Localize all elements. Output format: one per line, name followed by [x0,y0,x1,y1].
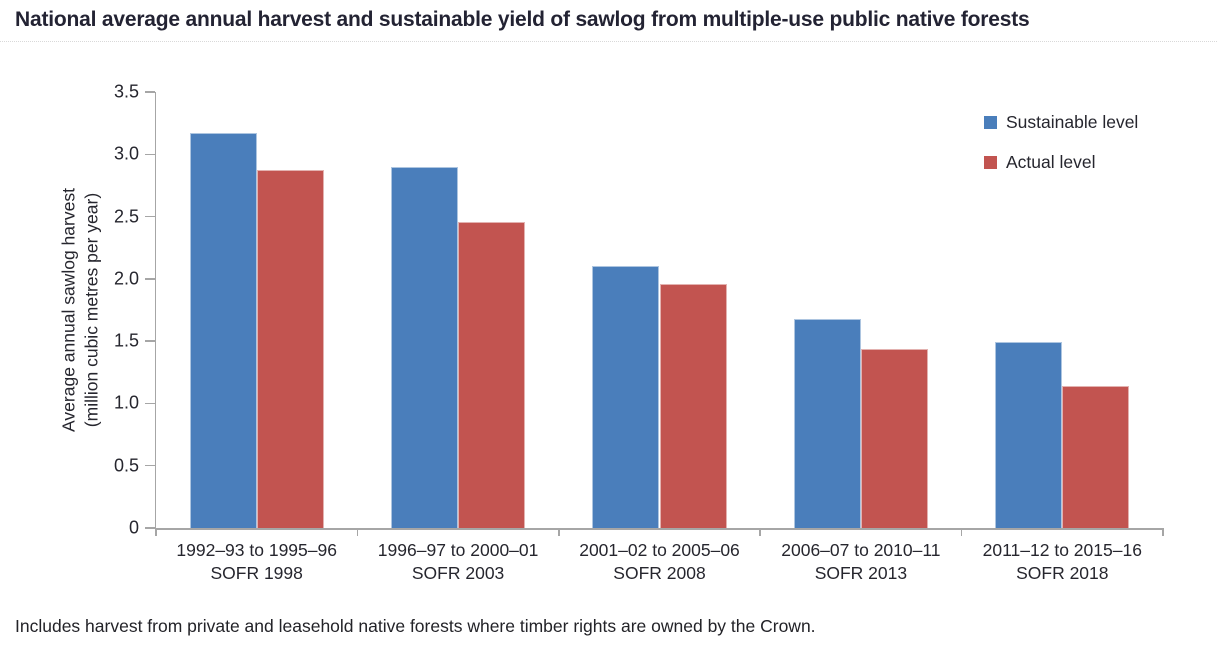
y-axis-tick [145,215,155,218]
y-axis-tick [145,278,155,280]
bar-sustainable-0 [189,133,257,528]
y-axis-title-line2: (million cubic metres per year) [81,192,101,428]
y-axis-tick [145,153,155,156]
legend: Sustainable level Actual level [984,112,1138,192]
x-category-label: 1992–93 to 1995–96 SOFR 1998 [176,539,337,585]
bar-actual-4 [1062,386,1130,528]
bar-actual-0 [256,170,324,528]
bar-sustainable-2 [592,266,660,528]
x-category-period: 1996–97 to 2000–01 [377,540,539,560]
x-axis-tick [558,528,560,536]
y-axis-tick [145,527,155,529]
y-axis-tick [145,464,155,467]
plot-area: 0 0.5 1.0 1.5 2.0 2.5 3.0 3.5 1992–93 to 1995–96… [114,82,1164,583]
x-category-label: 2001–02 to 2005–06 SOFR 2008 [579,539,740,585]
y-axis-tick-label: 1.5 [113,330,139,351]
bar-actual-3 [860,348,929,528]
x-category-period: 2011–12 to 2015–16 [982,540,1142,560]
bar-sustainable-3 [793,318,861,528]
bar-actual-2 [659,283,727,528]
legend-label-sustainable: Sustainable level [1006,112,1139,132]
x-category-report: SOFR 1998 [210,563,303,583]
footnote: Includes harvest from private and leaseh… [15,616,816,636]
y-axis-tick-label: 2.0 [113,268,139,289]
bar-sustainable-1 [390,166,459,528]
x-axis-tick [960,528,963,536]
x-category-label: 2006–07 to 2010–11 SOFR 2013 [781,539,940,585]
x-axis-tick [155,528,157,536]
y-axis-tick-label: 2.5 [113,206,139,227]
legend-item-actual: Actual level [984,152,1138,173]
x-axis-tick [759,528,761,536]
y-axis-tick-label: 1.0 [113,392,139,413]
y-axis-tick-label: 0.5 [113,455,139,476]
chart-title: National average annual harvest and sust… [15,8,1030,31]
x-category-report: SOFR 2013 [814,563,908,583]
legend-item-sustainable: Sustainable level [984,112,1138,133]
y-axis-tick-label: 0 [128,517,139,538]
y-axis-tick-label: 3.0 [113,143,139,164]
bar-sustainable-4 [995,342,1063,528]
y-axis-title: Average annual sawlog harvest (million c… [57,188,103,432]
x-category-period: 2006–07 to 2010–11 [781,540,941,560]
y-axis-tick [145,91,155,93]
y-axis-line [154,92,156,528]
x-category-report: SOFR 2008 [613,563,706,583]
x-axis-tick [356,528,359,536]
bar-actual-1 [458,221,526,528]
x-axis-line [154,528,1163,530]
y-axis-tick [145,340,155,342]
x-axis-tick [1162,528,1164,536]
y-axis-tick-label: 3.5 [113,81,139,102]
x-category-label: 2011–12 to 2015–16 SOFR 2018 [983,539,1142,585]
title-divider [0,41,1217,42]
y-axis-tick [145,402,155,405]
x-category-label: 1996–97 to 2000–01 SOFR 2003 [378,539,539,585]
legend-swatch-actual [984,156,997,169]
y-axis-title-line1: Average annual sawlog harvest [58,188,79,432]
x-category-period: 2001–02 to 2005–06 [579,540,740,560]
legend-label-actual: Actual level [1006,152,1096,172]
x-category-period: 1992–93 to 1995–96 [176,540,337,560]
x-category-report: SOFR 2003 [411,563,505,583]
legend-swatch-sustainable [984,116,997,129]
x-category-report: SOFR 2018 [1016,563,1109,583]
